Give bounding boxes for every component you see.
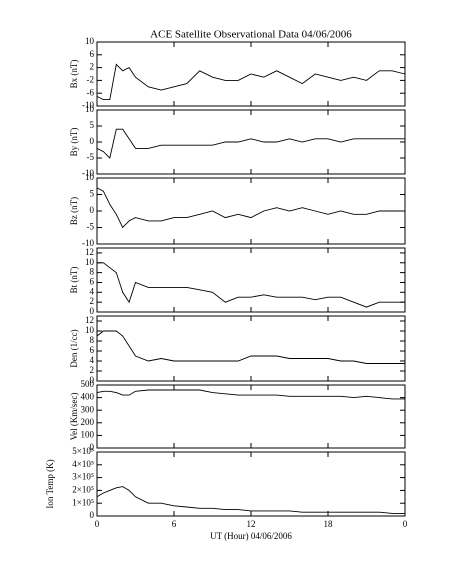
y-tick-label: 300 bbox=[81, 404, 95, 414]
y-tick-label: -5 bbox=[87, 152, 95, 162]
y-tick-label: 10 bbox=[85, 172, 95, 182]
y-tick-label: -2 bbox=[87, 74, 95, 84]
y-tick-label: 0 bbox=[90, 205, 95, 215]
y-tick-label: -5 bbox=[87, 222, 95, 232]
x-tick-label: 18 bbox=[324, 519, 334, 529]
y-tick-label: 10 bbox=[85, 325, 95, 335]
y-tick-label: 8 bbox=[90, 267, 95, 277]
y-tick-label: 0 bbox=[90, 136, 95, 146]
data-line bbox=[96, 330, 405, 364]
panel-frame bbox=[96, 109, 406, 175]
y-tick-label: 400 bbox=[81, 392, 95, 402]
y-tick-label: 0 bbox=[90, 306, 95, 316]
y-axis-label: Ion Temp (K) bbox=[45, 459, 55, 508]
x-tick-label: 0 bbox=[95, 519, 100, 529]
y-axis-label: Vel (Km/sec) bbox=[69, 393, 79, 441]
data-line bbox=[96, 389, 405, 400]
y-tick-label: -10 bbox=[82, 100, 94, 110]
panel-frame bbox=[96, 384, 406, 449]
y-tick-label: 0 bbox=[90, 375, 95, 385]
y-tick-label: 5 bbox=[90, 120, 95, 130]
data-line bbox=[96, 63, 406, 101]
y-tick-label: 8 bbox=[90, 335, 95, 345]
x-tick-label: 12 bbox=[247, 519, 256, 529]
y-tick-label: 200 bbox=[81, 417, 95, 427]
panel-frame bbox=[96, 247, 406, 313]
y-tick-label: 4 bbox=[90, 355, 95, 365]
y-tick-label: 2 bbox=[90, 62, 95, 72]
y-axis-label: By (nT) bbox=[69, 128, 79, 157]
y-tick-label: 5×10⁵ bbox=[72, 446, 94, 456]
y-tick-label: 3×10⁵ bbox=[72, 472, 94, 482]
data-line bbox=[96, 486, 405, 514]
y-axis-label: Den (1/cc) bbox=[69, 329, 79, 367]
y-tick-label: 12 bbox=[85, 315, 94, 325]
y-tick-label: -10 bbox=[82, 238, 94, 248]
y-axis-label: Bx (nT) bbox=[69, 60, 79, 89]
y-tick-label: 0 bbox=[90, 510, 95, 520]
y-tick-label: 4×10⁵ bbox=[72, 459, 94, 469]
x-tick-label: 0 bbox=[403, 519, 408, 529]
y-tick-label: 12 bbox=[85, 247, 94, 257]
y-axis-label: Bz (nT) bbox=[69, 197, 79, 225]
data-line bbox=[97, 262, 405, 308]
y-tick-label: 2 bbox=[90, 296, 95, 306]
chart-title: ACE Satellite Observational Data 04/06/2… bbox=[150, 29, 352, 41]
x-tick-label: 6 bbox=[172, 519, 177, 529]
y-tick-label: 10 bbox=[85, 104, 95, 114]
panel-frame bbox=[96, 177, 406, 245]
y-tick-label: 6 bbox=[90, 49, 95, 59]
y-tick-label: 4 bbox=[90, 286, 95, 296]
y-tick-label: 10 bbox=[85, 36, 95, 46]
x-axis-label: UT (Hour) 04/06/2006 bbox=[210, 531, 292, 541]
y-tick-label: 100 bbox=[81, 429, 95, 439]
data-line bbox=[96, 187, 405, 229]
y-tick-label: 6 bbox=[90, 345, 95, 355]
y-tick-label: 6 bbox=[90, 277, 95, 287]
y-tick-label: 5 bbox=[90, 189, 95, 199]
y-tick-label: -10 bbox=[82, 168, 94, 178]
panel-frame bbox=[96, 315, 406, 382]
y-tick-label: 0 bbox=[90, 442, 95, 452]
y-tick-label: 2×10⁵ bbox=[72, 484, 94, 494]
y-tick-label: 2 bbox=[90, 365, 95, 375]
y-tick-label: 500 bbox=[81, 379, 95, 389]
y-tick-label: 1×10⁵ bbox=[72, 497, 94, 507]
panel-frame bbox=[96, 451, 406, 517]
y-tick-label: 10 bbox=[85, 257, 95, 267]
data-line bbox=[96, 128, 405, 159]
y-tick-label: -6 bbox=[87, 87, 95, 97]
y-axis-label: Bt (nT) bbox=[69, 267, 79, 294]
